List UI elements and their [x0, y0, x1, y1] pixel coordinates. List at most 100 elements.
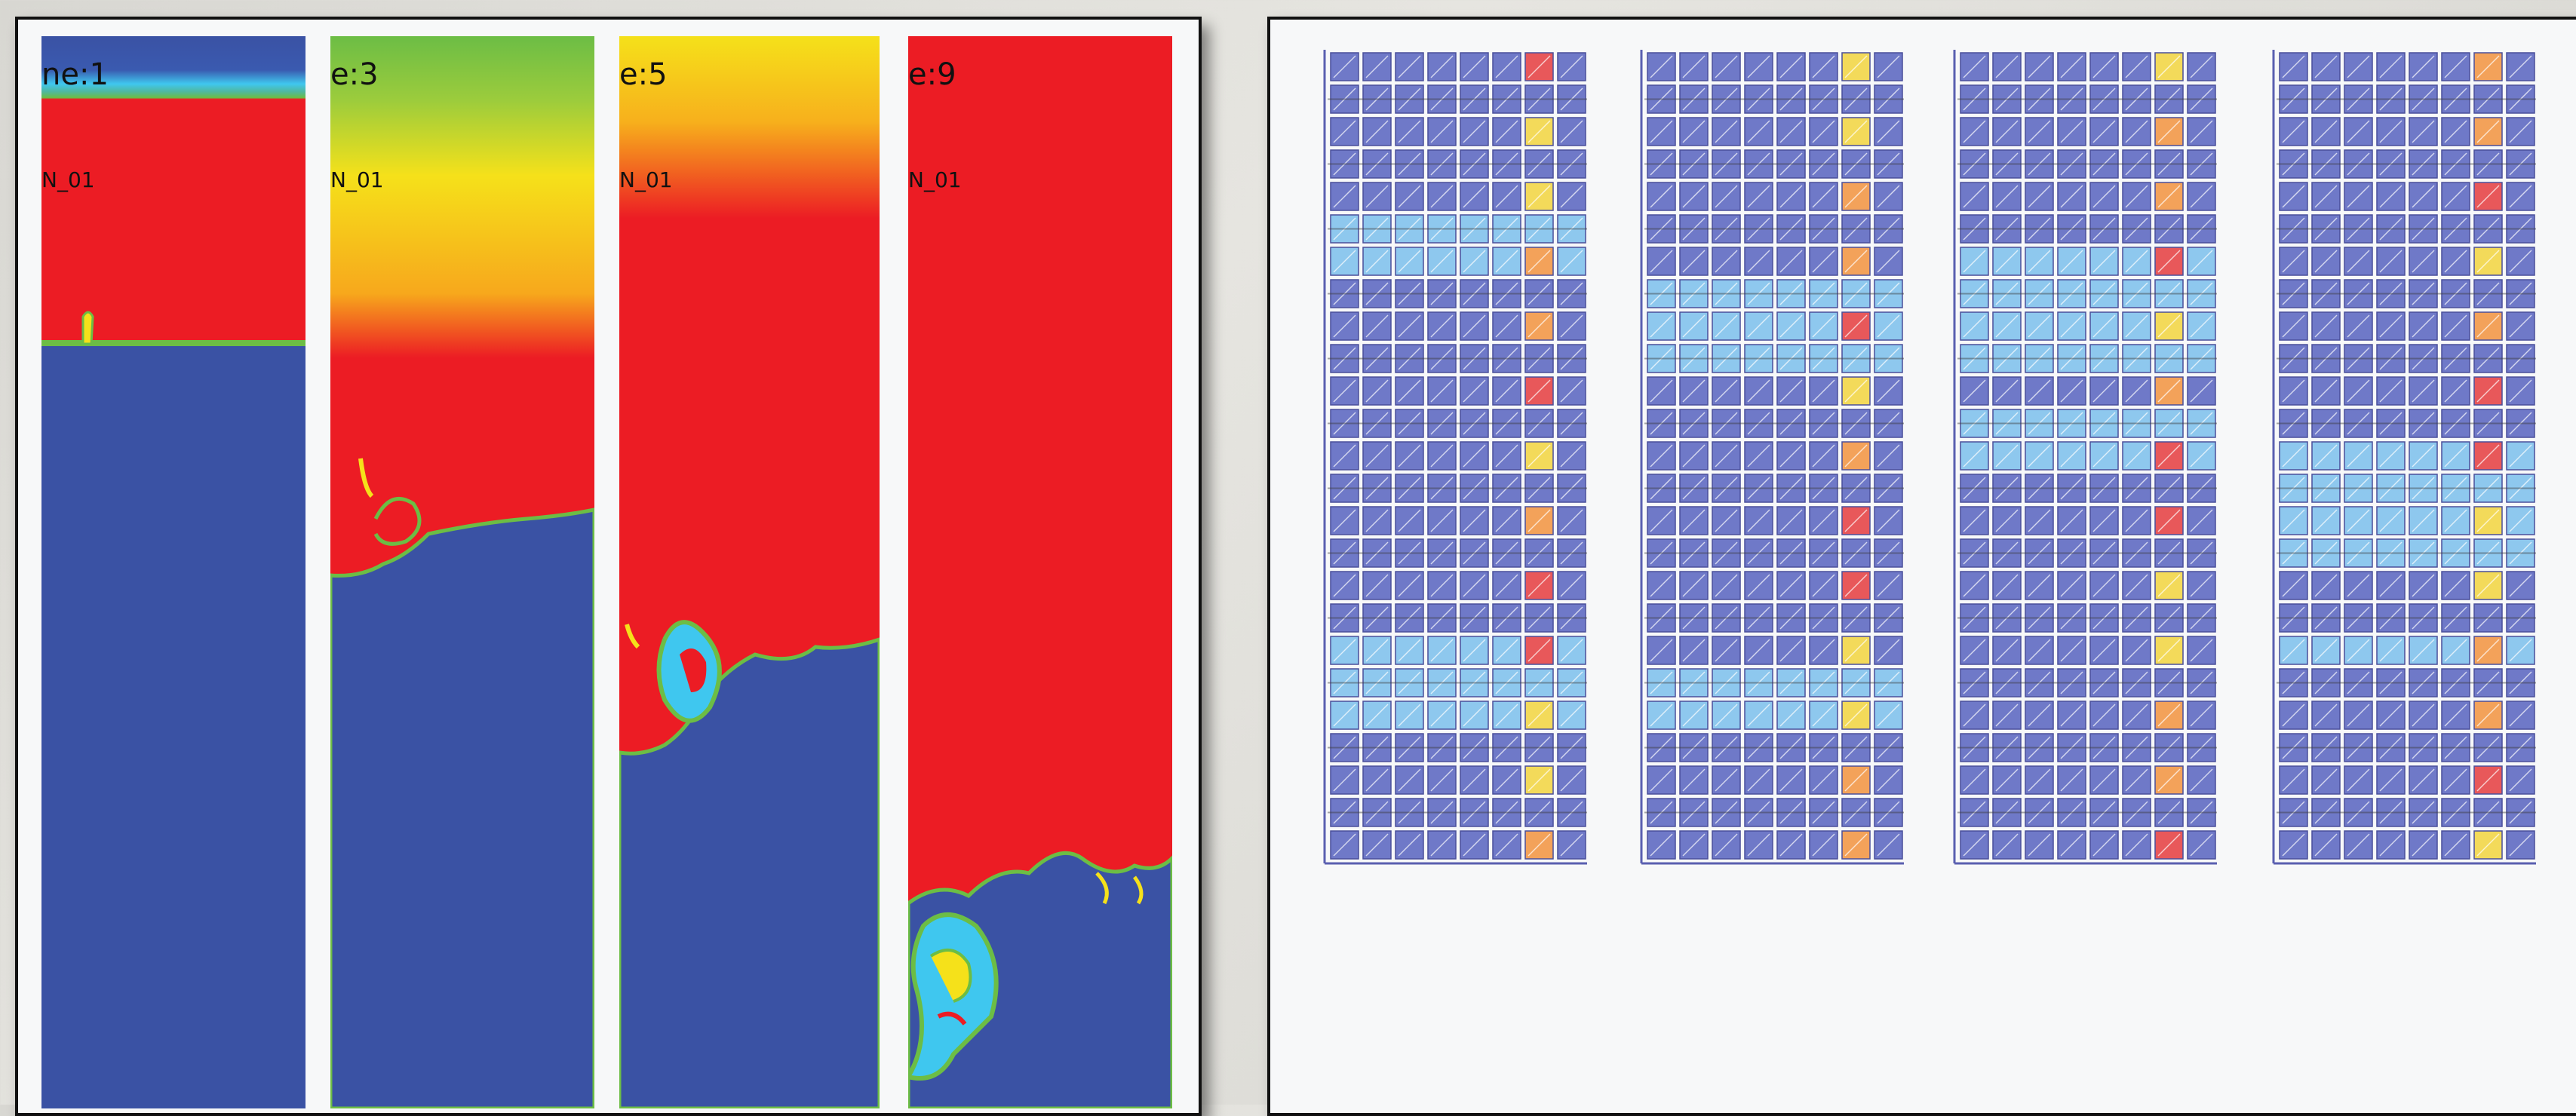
tile-diagonal	[1463, 120, 1486, 143]
tile-diagonal	[2125, 801, 2148, 824]
tile-diagonal	[2314, 444, 2338, 468]
tile-diagonal	[2028, 833, 2051, 857]
tile-diagonal	[2476, 185, 2500, 208]
tile-diagonal	[2379, 217, 2403, 241]
tile-diagonal	[1495, 477, 1518, 500]
tile-diagonal	[2444, 217, 2467, 241]
tile-diagonal	[1463, 217, 1486, 241]
tile-diagonal	[2379, 671, 2403, 694]
tile-diagonal	[1560, 444, 1583, 468]
tile-diagonal	[2379, 314, 2403, 338]
tile-diagonal	[2444, 606, 2467, 630]
tile-diagonal	[2190, 412, 2213, 435]
tile-diagonal	[1365, 541, 1389, 565]
tile-diagonal	[2347, 574, 2370, 597]
tile-diagonal	[1527, 379, 1551, 403]
tile-diagonal	[2157, 704, 2181, 727]
tile-diagonal	[1963, 250, 1986, 273]
tile-diagonal	[2412, 671, 2435, 694]
tile-diagonal	[1333, 801, 1356, 824]
tile-diagonal	[1747, 347, 1770, 370]
tile-diagonal	[1747, 639, 1770, 662]
tile-diagonal	[1430, 120, 1454, 143]
tile-diagonal	[2314, 768, 2338, 792]
tile-diagonal	[1430, 217, 1454, 241]
tile-diagonal	[1747, 671, 1770, 694]
tile-diagonal	[2347, 736, 2370, 759]
tile-diagonal	[1560, 639, 1583, 662]
tile-diagonal	[2060, 509, 2083, 532]
tile-diagonal	[1527, 671, 1551, 694]
tile-diagonal	[2379, 347, 2403, 370]
tile-diagonal	[2092, 152, 2116, 176]
tile-diagonal	[2092, 541, 2116, 565]
tile-diagonal	[2157, 185, 2181, 208]
tile-diagonal	[2379, 412, 2403, 435]
tile-diagonal	[2476, 833, 2500, 857]
tile-diagonal	[2314, 833, 2338, 857]
tile-diagonal	[2092, 347, 2116, 370]
tile-diagonal	[1844, 704, 1868, 727]
tile-diagonal	[1779, 152, 1803, 176]
tile-diagonal	[1844, 250, 1868, 273]
tile-diagonal	[2028, 87, 2051, 111]
tile-diagonal	[2379, 833, 2403, 857]
tile-diagonal	[2282, 347, 2305, 370]
tile-diagonal	[2444, 347, 2467, 370]
tile-diagonal	[1995, 704, 2019, 727]
tile-diagonal	[1812, 217, 1835, 241]
tile-diagonal	[1779, 704, 1803, 727]
tile-diagonal	[1463, 87, 1486, 111]
tile-diagonal	[1812, 768, 1835, 792]
tile-diagonal	[2282, 801, 2305, 824]
tile-diagonal	[2125, 250, 2148, 273]
tile-diagonal	[1463, 704, 1486, 727]
tile-diagonal	[1877, 282, 1900, 305]
tile-diagonal	[1365, 185, 1389, 208]
tile-diagonal	[2444, 541, 2467, 565]
tile-diagonal	[1812, 541, 1835, 565]
tile-diagonal	[1747, 768, 1770, 792]
tile-diagonal	[1527, 412, 1551, 435]
tile-diagonal	[1365, 152, 1389, 176]
tile-diagonal	[2282, 250, 2305, 273]
tile-diagonal	[1430, 639, 1454, 662]
tile-diagonal	[1877, 379, 1900, 403]
tile-diagonal	[1779, 185, 1803, 208]
tile-diagonal	[1995, 574, 2019, 597]
tile-diagonal	[2060, 152, 2083, 176]
tile-diagonal	[2092, 477, 2116, 500]
tile-diagonal	[1747, 379, 1770, 403]
tile-diagonal	[1682, 412, 1706, 435]
tile-diagonal	[1560, 379, 1583, 403]
tile-diagonal	[1877, 87, 1900, 111]
tile-diagonal	[1650, 250, 1673, 273]
tile-diagonal	[2092, 217, 2116, 241]
tile-diagonal	[2092, 509, 2116, 532]
tile-diagonal	[2379, 55, 2403, 78]
tile-diagonal	[2347, 120, 2370, 143]
tile-diagonal	[2444, 768, 2467, 792]
tile-diagonal	[1682, 509, 1706, 532]
tile-diagonal	[1495, 412, 1518, 435]
tile-diagonal	[1333, 833, 1356, 857]
tile-diagonal	[1495, 282, 1518, 305]
tile-diagonal	[2476, 282, 2500, 305]
tile-diagonal	[2509, 574, 2532, 597]
tile-diagonal	[1463, 801, 1486, 824]
tile-diagonal	[2347, 801, 2370, 824]
tile-diagonal	[2444, 801, 2467, 824]
tile-diagonal	[2125, 768, 2148, 792]
tile-diagonal	[2092, 736, 2116, 759]
tile-diagonal	[1715, 314, 1738, 338]
tile-diagonal	[2060, 120, 2083, 143]
tile-diagonal	[1463, 574, 1486, 597]
tile-diagonal	[2092, 379, 2116, 403]
tile-diagonal	[1650, 152, 1673, 176]
tile-diagonal	[2060, 541, 2083, 565]
tile-diagonal	[1463, 379, 1486, 403]
tile-diagonal	[2157, 509, 2181, 532]
tile-diagonal	[2412, 833, 2435, 857]
tile-diagonal	[1812, 152, 1835, 176]
tile-diagonal	[1333, 87, 1356, 111]
